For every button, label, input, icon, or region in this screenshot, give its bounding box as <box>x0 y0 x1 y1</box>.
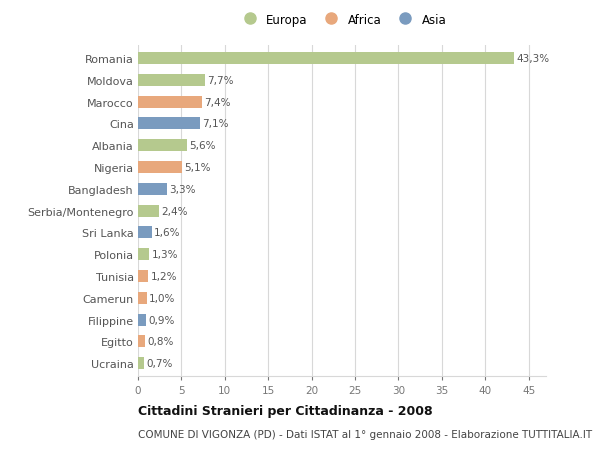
Text: 0,9%: 0,9% <box>148 315 175 325</box>
Text: 0,8%: 0,8% <box>147 336 173 347</box>
Bar <box>138 140 187 152</box>
Text: Cittadini Stranieri per Cittadinanza - 2008: Cittadini Stranieri per Cittadinanza - 2… <box>138 404 433 417</box>
Text: 1,0%: 1,0% <box>149 293 175 303</box>
Bar <box>138 162 182 174</box>
Bar <box>138 336 145 347</box>
Text: 7,7%: 7,7% <box>207 76 233 86</box>
Text: 2,4%: 2,4% <box>161 206 188 216</box>
Bar <box>138 118 200 130</box>
Text: 5,1%: 5,1% <box>184 162 211 173</box>
Text: 3,3%: 3,3% <box>169 185 196 195</box>
Bar <box>138 314 146 326</box>
Bar <box>138 53 514 65</box>
Bar <box>138 184 167 196</box>
Text: 43,3%: 43,3% <box>516 54 549 64</box>
Text: 0,7%: 0,7% <box>146 358 173 368</box>
Bar <box>138 292 146 304</box>
Text: 1,6%: 1,6% <box>154 228 181 238</box>
Bar <box>138 227 152 239</box>
Bar <box>138 96 202 108</box>
Text: 7,4%: 7,4% <box>205 97 231 107</box>
Bar <box>138 205 159 217</box>
Bar <box>138 75 205 87</box>
Text: 1,3%: 1,3% <box>151 250 178 260</box>
Text: 1,2%: 1,2% <box>151 271 177 281</box>
Text: 7,1%: 7,1% <box>202 119 229 129</box>
Bar <box>138 358 144 369</box>
Bar <box>138 270 148 282</box>
Bar <box>138 249 149 261</box>
Legend: Europa, Africa, Asia: Europa, Africa, Asia <box>233 9 451 31</box>
Text: 5,6%: 5,6% <box>189 141 215 151</box>
Text: COMUNE DI VIGONZA (PD) - Dati ISTAT al 1° gennaio 2008 - Elaborazione TUTTITALIA: COMUNE DI VIGONZA (PD) - Dati ISTAT al 1… <box>138 429 592 439</box>
